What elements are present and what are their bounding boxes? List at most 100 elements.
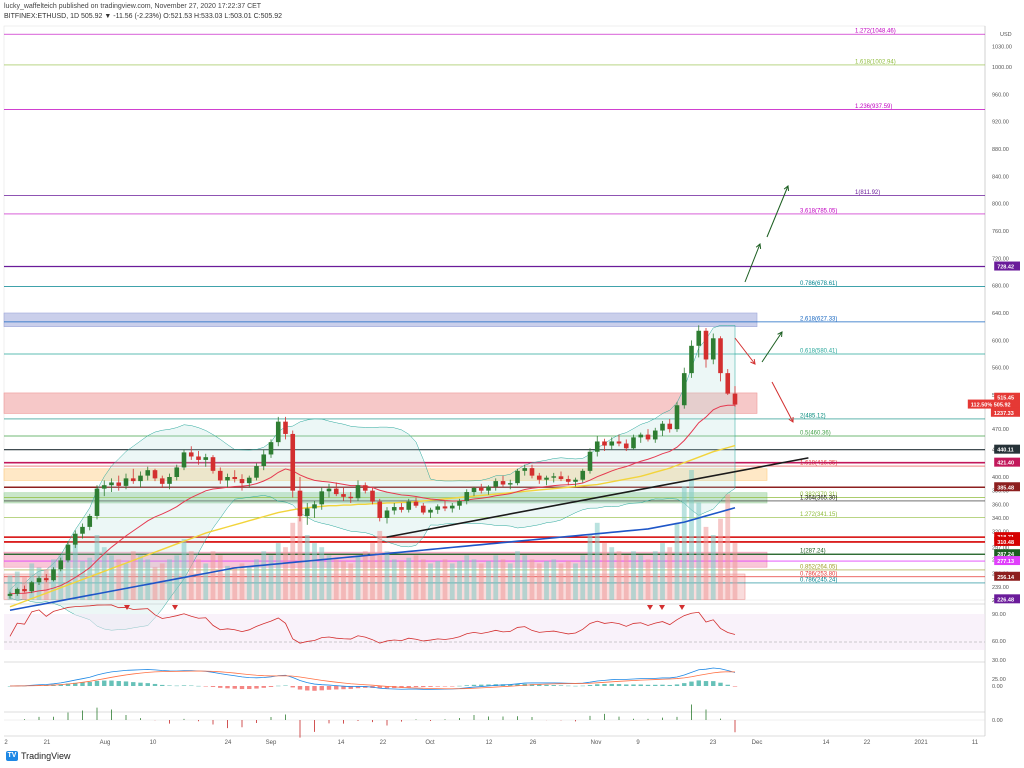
macd-histogram-bar: [377, 686, 382, 689]
candle-body: [507, 483, 513, 485]
time-tick-label: Aug: [100, 740, 111, 746]
price-badge-label: 256.14: [997, 575, 1015, 581]
candle-body: [174, 467, 180, 477]
macd-histogram-bar: [131, 682, 136, 686]
candle-body: [196, 456, 201, 460]
candle-body: [710, 338, 716, 360]
candle-body: [7, 593, 13, 596]
macd-histogram-bar: [225, 686, 230, 689]
candle-body: [478, 487, 484, 491]
macd-histogram-bar: [283, 685, 288, 686]
volume-bar: [428, 563, 433, 600]
macd-histogram-bar: [399, 686, 404, 688]
price-tick-label: 960.00: [992, 92, 1009, 98]
candle-body: [449, 505, 455, 509]
volume-bar: [587, 535, 593, 600]
fib-level-label: 0.786(245.24): [800, 577, 837, 583]
fib-level-label: 2.618(627.33): [800, 316, 837, 322]
rsi-tick-label: 90.00: [992, 612, 1006, 618]
volume-bar: [696, 502, 702, 600]
candle-body: [732, 393, 738, 405]
candle-body: [348, 496, 354, 499]
volume-bar: [297, 510, 303, 600]
candle-body: [565, 479, 571, 482]
macd-histogram-bar: [428, 686, 433, 687]
price-badge-label: 440.11: [997, 448, 1014, 454]
price-badge: [994, 482, 1020, 492]
price-badge-label: 385.48: [997, 485, 1014, 491]
volume-bar: [370, 543, 375, 600]
volume-bar: [87, 557, 93, 600]
volume-bar: [420, 559, 426, 600]
volume-bar: [138, 555, 143, 600]
macd-histogram-bar: [457, 685, 462, 687]
projection-arrow-up2-head: [783, 185, 790, 192]
candle-body: [623, 443, 629, 449]
volume-bar: [72, 543, 78, 600]
macd-histogram-bar: [486, 684, 491, 686]
volume-bar: [544, 561, 549, 600]
volume-bar: [109, 555, 114, 600]
volume-bar: [80, 561, 85, 600]
candle-body: [159, 478, 165, 484]
volume-bar: [283, 547, 288, 600]
candle-body: [87, 515, 93, 527]
projection-arrow-down2: [771, 381, 794, 423]
macd-histogram-bar: [123, 681, 129, 686]
fib-level-label: 0.382(370.31): [800, 492, 837, 498]
macd-signal-line: [9, 670, 736, 690]
macd-histogram-bar: [667, 684, 672, 686]
rsi-signal-marker: [659, 605, 665, 610]
volume-bar: [703, 526, 709, 600]
macd-histogram-bar: [189, 685, 194, 687]
volume-bar: [203, 563, 209, 600]
candle-body: [65, 544, 71, 561]
candle-body: [355, 485, 361, 499]
volume-bar: [645, 559, 651, 600]
time-tick-label: 24: [225, 740, 232, 746]
volume-bar: [304, 535, 310, 600]
time-tick-label: 22: [864, 740, 871, 746]
volume-bar: [602, 543, 607, 600]
candle-body: [689, 345, 694, 374]
projection-arrow-up: [744, 243, 761, 283]
volume-bar: [391, 559, 397, 600]
volume-bar: [355, 555, 361, 600]
candle-body: [594, 441, 600, 452]
volume-bar: [7, 575, 13, 600]
tradingview-logo[interactable]: TV TradingView: [6, 751, 71, 761]
volume-bar: [457, 561, 462, 600]
price-tick-label: 1030.00: [992, 45, 1012, 51]
macd-histogram-bar: [682, 683, 687, 686]
candle-body: [544, 477, 549, 480]
price-tick-label: 840.00: [992, 174, 1009, 180]
tradingview-brand: TradingView: [21, 751, 71, 761]
macd-histogram-bar: [573, 685, 578, 687]
macd-histogram-bar: [210, 686, 216, 687]
volume-bar: [689, 470, 694, 600]
volume-bar: [275, 543, 281, 600]
fib-level-label: 0.5(460.36): [800, 431, 831, 437]
price-badge-label: 310.48: [997, 540, 1014, 546]
candle-body: [428, 509, 433, 513]
candle-body: [130, 478, 136, 482]
candle-body: [406, 501, 412, 510]
fib-level-label: 1.364(365.30): [800, 495, 837, 501]
candle-body: [43, 578, 49, 581]
candle-body: [232, 477, 238, 480]
price-tick-label: 800.00: [992, 202, 1009, 208]
volume-bar: [529, 559, 535, 600]
macd-histogram-bar: [109, 680, 114, 686]
macd-histogram-bar: [537, 684, 542, 686]
volume-bar: [674, 522, 680, 600]
macd-histogram-bar: [116, 681, 121, 686]
price-badge-label: 728.42: [997, 265, 1014, 271]
macd-histogram-bar: [696, 680, 701, 686]
macd-tick-label: 25.00: [992, 677, 1006, 683]
price-tick-label: 239.00: [992, 585, 1009, 591]
volume-bar: [123, 563, 129, 600]
candle-body: [297, 490, 303, 516]
volume-bar: [515, 551, 520, 600]
volume-bar: [609, 547, 615, 600]
